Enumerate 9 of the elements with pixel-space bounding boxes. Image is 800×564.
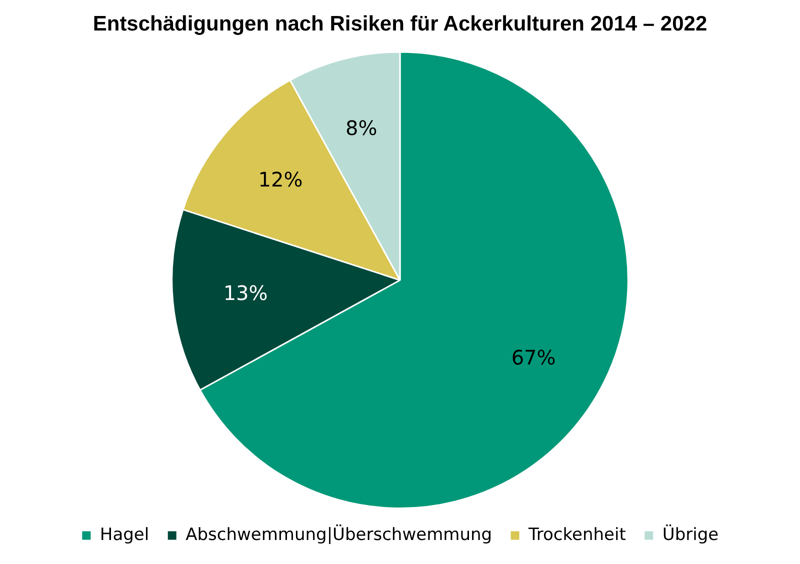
legend-label: Übrige [662, 524, 719, 545]
data-label: 67% [511, 345, 556, 370]
data-label: 12% [258, 167, 303, 192]
data-label: 8% [346, 116, 378, 140]
data-label: 13% [223, 280, 268, 305]
legend-label: Trockenheit [528, 524, 626, 545]
legend-label: Hagel [100, 524, 150, 545]
chart-title: Entschädigungen nach Risiken für Ackerkulturen 2014 – 2022 [92, 12, 708, 36]
legend-label: Abschwemmung|Überschwemmung [186, 524, 492, 545]
